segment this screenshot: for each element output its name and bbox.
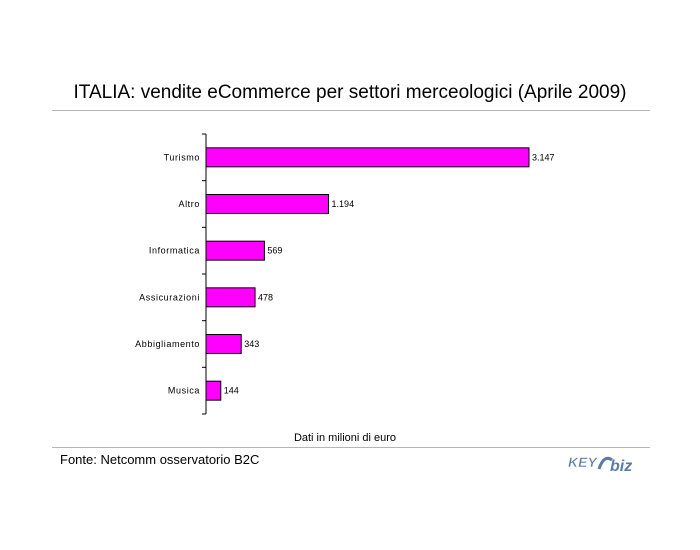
bar-assicurazioni	[205, 287, 256, 308]
chart-title: ITALIA: vendite eCommerce per settori me…	[73, 82, 627, 103]
bar-abbigliamento	[205, 334, 242, 354]
value-label: 343	[244, 339, 259, 349]
bar-informatica	[205, 240, 265, 261]
category-label: Turismo	[164, 152, 200, 162]
keybiz-logo: KEY biz	[568, 454, 632, 474]
value-label: 478	[258, 292, 273, 302]
category-label: Musica	[168, 386, 200, 396]
unit-note: Dati in milioni di euro	[293, 432, 397, 444]
category-label: Altro	[178, 199, 200, 209]
category-label: Assicurazioni	[139, 292, 200, 302]
value-label: 3.147	[532, 152, 555, 162]
bar-altro	[205, 194, 330, 214]
category-label: Informatica	[149, 246, 200, 256]
logo-text-right: biz	[610, 458, 632, 474]
bar-chart: Turismo 3.147 Altro 1.194 Informatica 569 Assi…	[135, 133, 555, 415]
source-text: Fonte: Netcomm osservatorio B2C	[60, 452, 260, 467]
bar-musica	[205, 380, 222, 401]
top-divider	[52, 110, 650, 111]
bar-turismo	[205, 147, 530, 168]
bottom-divider	[52, 447, 650, 448]
value-label: 1.194	[332, 199, 355, 209]
value-label: 569	[267, 246, 282, 256]
category-label: Abbigliamento	[135, 339, 200, 349]
logo-swoosh-icon	[597, 456, 613, 470]
logo-text-left: KEY	[568, 454, 598, 470]
value-label: 144	[224, 386, 239, 396]
